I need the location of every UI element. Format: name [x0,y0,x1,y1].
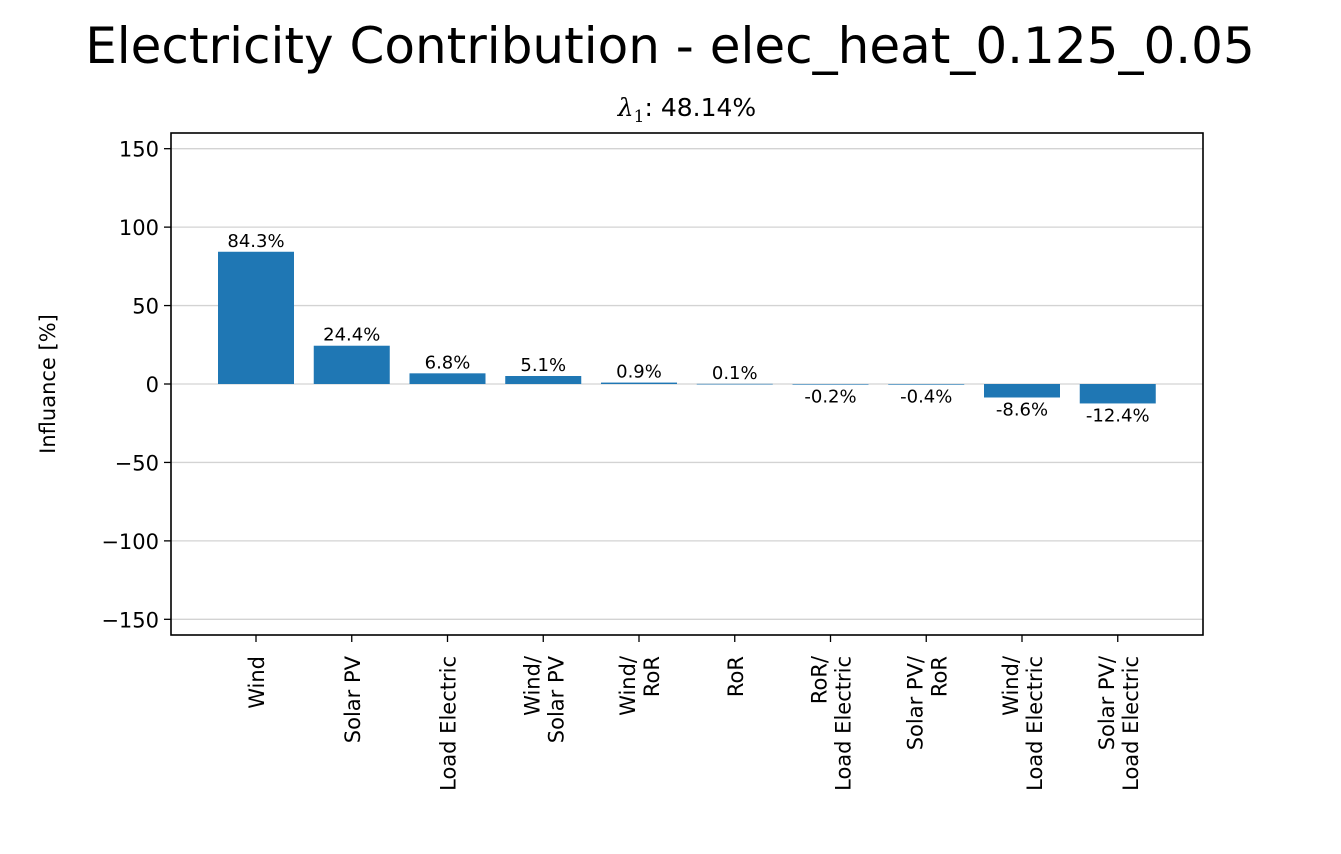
y-axis-label: Influance [%] [36,314,60,454]
subtitle-lambda-symbol: λ [617,93,634,122]
bar [601,382,677,384]
y-tick-label: 0 [146,373,159,397]
x-tick-label-line: RoR [724,656,748,697]
x-tick-label: Wind/Solar PV [520,655,568,743]
y-tick-label: 50 [132,295,159,319]
y-tick-label: −50 [115,451,159,475]
x-tick-label-line: Wind/ [520,655,544,716]
x-tick-label: Solar PV/Load Electric [1095,655,1143,791]
x-tick-label: Solar PV [341,655,365,743]
x-tick-label-line: RoR [927,656,951,697]
x-tick-label-line: Solar PV [341,655,365,743]
x-tick-label-line: Wind/ [616,655,640,716]
x-tick-label-line: Load Electric [1119,656,1143,791]
x-tick-label: Solar PV/RoR [903,655,951,750]
x-tick-label-line: Wind [245,656,269,709]
x-tick-label-line: Wind/ [999,655,1023,716]
bar-data-label: 0.9% [616,362,662,383]
y-tick-label: 150 [119,138,159,162]
bar-data-label: -0.4% [900,387,952,408]
x-tick-label-line: Load Electric [437,656,461,791]
bar-series [218,251,1156,404]
x-tick-label-line: Solar PV/ [903,655,927,750]
bar-data-label: 0.1% [712,363,758,384]
chart-subtitle: λ1: 48.14% [617,93,756,127]
x-tick-label-line: Solar PV [544,655,568,743]
bar [696,383,773,385]
x-tick-label-line: RoR [640,656,664,697]
x-tick-label: Load Electric [437,656,461,791]
x-tick-label: RoR [724,656,748,697]
y-tick-label: 100 [119,216,159,240]
x-tick-label: Wind [245,656,269,709]
y-tick-label: −100 [101,530,159,554]
x-axis-ticks: Wind Solar PV Load Electric Wind/Solar PV Wi… [245,635,1143,791]
subtitle-subscript: 1 [634,107,645,127]
bar-data-label: 24.4% [323,325,380,346]
bar [313,345,390,384]
bar-data-label: 6.8% [425,352,471,373]
x-tick-label-line: Load Electric [1023,656,1047,791]
bar-data-labels: 84.3% 24.4% 6.8% 5.1% 0.9% 0.1% -0.2% -0.4% -8.6… [227,231,1149,427]
x-tick-label-line: RoR/ [808,655,832,704]
x-tick-label-line: Load Electric [832,656,856,791]
bar [505,375,582,384]
bar-data-label: -12.4% [1086,405,1150,426]
bar-data-label: 5.1% [520,355,566,376]
plot-frame [170,132,1204,636]
x-tick-label: RoR/Load Electric [808,655,856,791]
bar [888,384,965,385]
bar-data-label: -8.6% [996,399,1048,420]
subtitle-value: : 48.14% [644,93,756,122]
x-tick-label: Wind/Load Electric [999,655,1047,791]
chart-suptitle: Electricity Contribution - elec_heat_0.1… [85,17,1255,75]
bar [409,373,486,384]
bar [984,384,1060,398]
bar [218,251,294,384]
bar-data-label: -0.2% [804,386,856,407]
x-tick-label-line: Solar PV/ [1095,655,1119,750]
y-axis-ticks: −150 −100 −50 0 50 100 150 [101,138,171,632]
x-tick-label: Wind/RoR [616,655,664,716]
bar [792,384,869,385]
bar [1079,384,1156,404]
bar-data-label: 84.3% [227,231,284,252]
y-tick-label: −150 [101,608,159,632]
